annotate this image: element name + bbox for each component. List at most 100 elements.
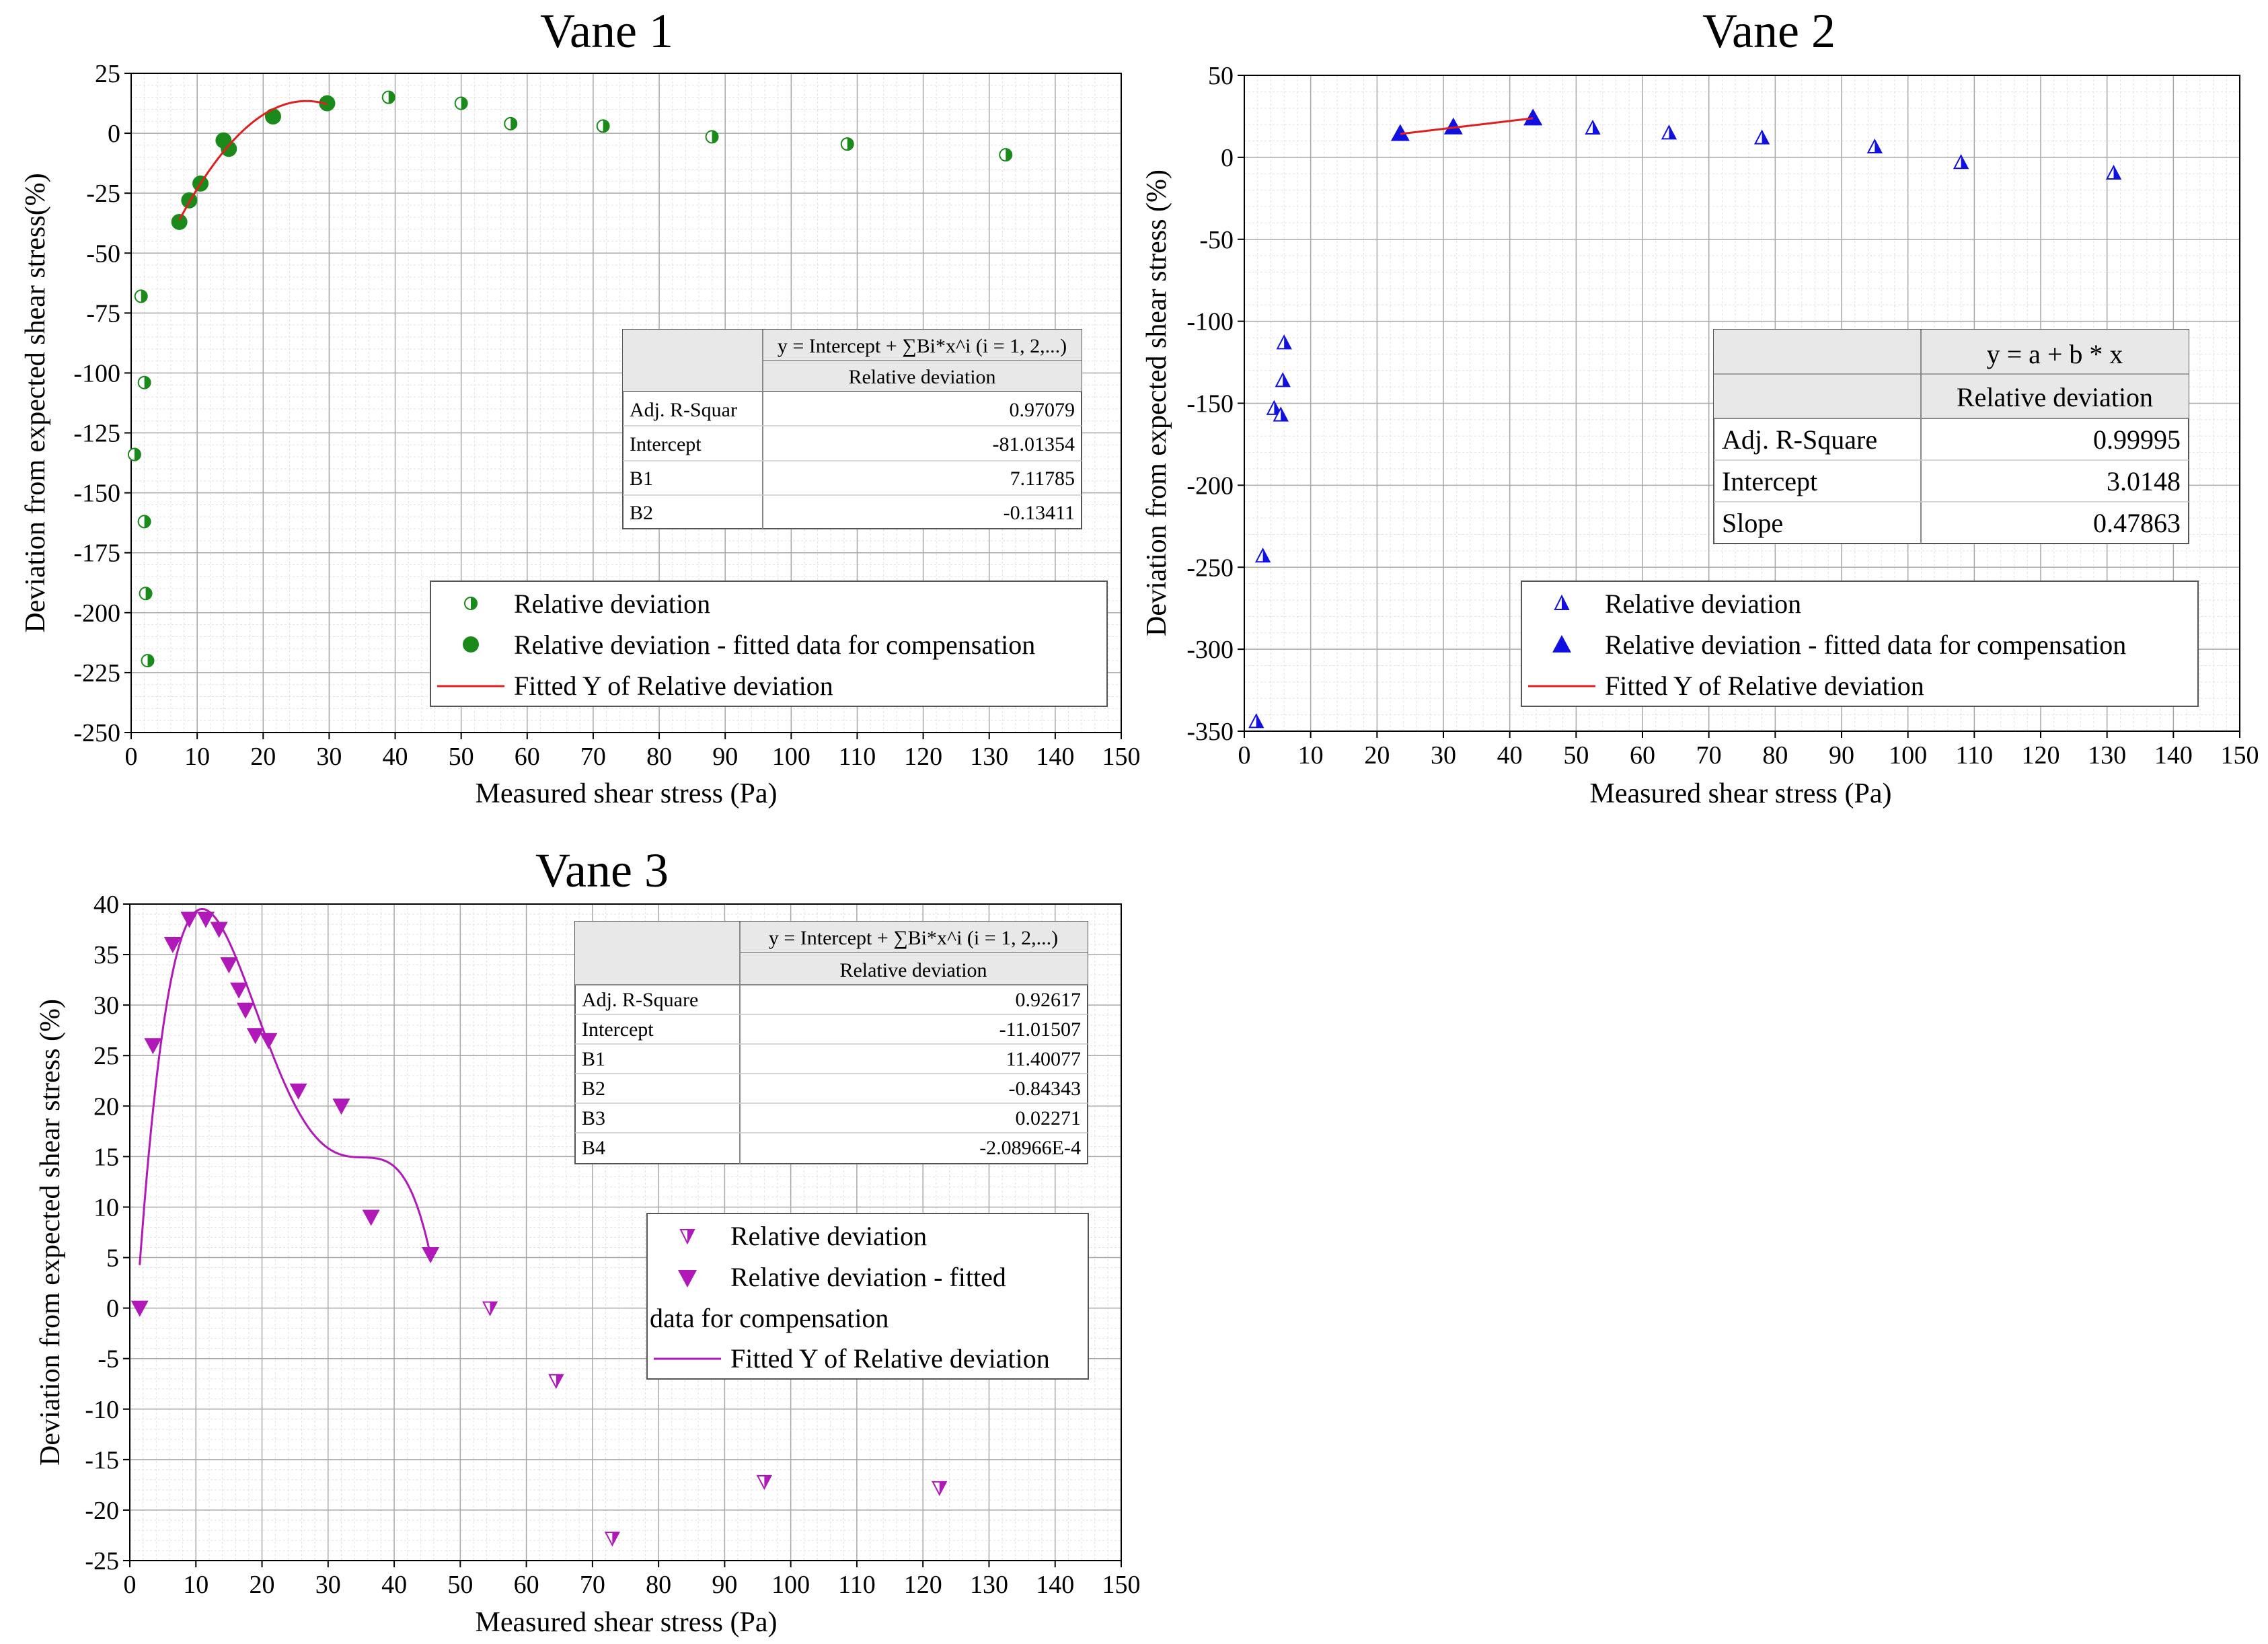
vane3-point-fill	[612, 1532, 619, 1545]
vane2-x-tick-label: 20	[1364, 741, 1390, 770]
vane2-x-tick-label: 100	[1889, 741, 1927, 770]
vane3-x-tick-label: 20	[250, 1571, 275, 1599]
vane1-table-row-value: -81.01354	[993, 433, 1075, 455]
vane1-data-marks	[127, 90, 1013, 668]
vane3-fit-line	[139, 907, 432, 1265]
vane3-table-row-value: 11.40077	[1006, 1048, 1081, 1070]
vane3-x-tick-label: 30	[315, 1571, 341, 1599]
vane1-data-point	[137, 375, 151, 389]
vane1-x-tick-label: 40	[383, 743, 408, 771]
vane1-point-fill	[147, 655, 154, 667]
vane2-table-row-label: Slope	[1722, 508, 1783, 538]
vane3-data-point	[332, 1098, 350, 1115]
vane2-data-point	[1443, 117, 1463, 135]
vane2-legend: Relative deviation Relative deviation - …	[1521, 581, 2199, 707]
vane3-data-point	[230, 982, 248, 999]
vane2-point-fill	[1281, 408, 1288, 421]
vane3-table-row-label: Intercept	[582, 1018, 654, 1041]
vane1-table-row-label: B1	[630, 468, 653, 490]
vane3-x-tick-label: 130	[970, 1571, 1008, 1599]
vane3-y-tick-label: 0	[106, 1295, 119, 1323]
vane3-y-tick-label: 35	[93, 941, 119, 969]
vane3-x-tick-label: 100	[771, 1571, 810, 1599]
vane2-point-fill	[2113, 166, 2121, 180]
vane1-x-tick-label: 0	[125, 743, 138, 771]
vane2-legend-triangle-icon	[1552, 635, 1571, 652]
vane2-y-tick-label: -250	[1186, 554, 1234, 582]
vane1-y-tick-label: -225	[73, 659, 120, 687]
vane2-y-tick-label: 0	[1221, 144, 1234, 172]
vane2-data-point	[1753, 129, 1770, 145]
vane2-point-fill	[1875, 140, 1882, 153]
vane1-point-fill	[144, 376, 151, 389]
vane3-x-ticks: 0 10 20 30 40 50 60 70 80 90 100 110 120 130 140 150	[124, 1561, 1141, 1599]
vane3-table-row-label: B3	[582, 1107, 605, 1129]
vane1-point-fill	[712, 130, 718, 143]
vane1-x-tick-label: 30	[316, 743, 342, 771]
vane3-data-point	[246, 1028, 264, 1045]
vane2-data-point	[1585, 119, 1601, 135]
vane2-legend-label: Relative deviation - fitted data for com…	[1605, 630, 2126, 660]
vane3-data-point	[932, 1481, 948, 1497]
vane2-x-tick-label: 90	[1829, 741, 1854, 770]
vane1-data-point	[141, 654, 155, 668]
vane1-x-tick-label: 50	[449, 743, 474, 771]
vane2-y-tick-label: -350	[1186, 718, 1234, 746]
vane3-data-point	[130, 1300, 149, 1317]
vane1-y-tick-label: -25	[86, 180, 120, 208]
vane1-y-ticks: 25 0 -25 -50 -75 -100 -125 -150 -175 -200 -225 -250	[73, 60, 131, 747]
vane2-x-axis-label: Measured shear stress (Pa)	[1589, 778, 1891, 809]
vane1-data-point	[127, 447, 141, 461]
vane1-data-point	[221, 141, 237, 157]
vane2-table-row-value: 0.47863	[2093, 508, 2181, 538]
vane1-data-point	[705, 130, 719, 144]
vane2-table-header: y = a + b * x	[1987, 339, 2123, 369]
vane1-data-point	[504, 116, 518, 130]
vane1-data-point	[999, 148, 1013, 162]
vane2-x-tick-label: 50	[1563, 741, 1589, 770]
vane2-point-fill	[1762, 130, 1769, 144]
vane2-data-point	[1248, 713, 1264, 728]
vane1-x-axis-label: Measured shear stress (Pa)	[475, 778, 777, 809]
vane3-data-point	[362, 1209, 380, 1226]
vane1-table-row-value: 7.11785	[1010, 468, 1075, 490]
vane3-point-fill	[490, 1302, 497, 1315]
vane3-data-point	[482, 1301, 498, 1316]
vane2-x-tick-label: 150	[2221, 741, 2259, 770]
vane1-y-tick-label: -200	[73, 599, 120, 628]
vane3-legend-label: Relative deviation	[730, 1221, 927, 1251]
vane3-x-tick-label: 120	[904, 1571, 942, 1599]
vane3-data-point	[756, 1474, 773, 1491]
vane3-data-point	[548, 1374, 564, 1389]
vane2-x-tick-label: 0	[1238, 741, 1251, 770]
vane3-legend: Relative deviation Relative deviation - …	[646, 1213, 1089, 1380]
vane3-y-tick-label: 40	[93, 891, 119, 919]
vane2-x-tick-label: 110	[1956, 741, 1994, 770]
vane2-table-row-label: Intercept	[1722, 466, 1817, 496]
vane1-table-row-label: Intercept	[630, 433, 702, 455]
vane1-y-tick-label: -50	[86, 239, 120, 268]
vane3-table-header: y = Intercept + ∑Bi*x^i (i = 1, 2,...)	[769, 927, 1058, 949]
vane2-x-tick-label: 40	[1497, 741, 1523, 770]
vane2-legend-label: Relative deviation	[1605, 589, 1801, 619]
vane1-x-tick-label: 70	[580, 743, 606, 771]
vane2-point-fill	[1283, 373, 1290, 387]
vane1-title: Vane 1	[540, 4, 673, 58]
vane1-legend-label: Relative deviation - fitted data for com…	[514, 630, 1035, 660]
vane1-table-header: y = Intercept + ∑Bi*x^i (i = 1, 2,...)	[778, 335, 1067, 357]
vane1-data-point	[381, 90, 395, 104]
vane2-data-point	[1273, 406, 1289, 422]
vane2-x-tick-label: 30	[1431, 741, 1456, 770]
vane2-point-fill	[1669, 126, 1676, 139]
vane3-y-tick-label: -5	[98, 1345, 119, 1374]
vane1-table-row-label: Adj. R-Squar	[630, 399, 737, 421]
vane1-table-row-value: 0.97079	[1010, 399, 1075, 421]
vane3-table-row-value: 0.92617	[1016, 989, 1082, 1011]
vane3-legend-label: Relative deviation - fitted	[730, 1262, 1006, 1292]
vane3-chart: Vane 3 0 10 20 30 40 50 60 70 80 90 100 110 120 130 14…	[35, 844, 1141, 1638]
vane1-x-ticks: 0 10 20 30 40 50 60 70 80 90 100 110 120 130 140 150	[125, 733, 1141, 771]
vane3-y-tick-label: -25	[85, 1547, 119, 1575]
vane2-x-tick-label: 60	[1630, 741, 1655, 770]
vane1-data-point	[596, 119, 610, 133]
